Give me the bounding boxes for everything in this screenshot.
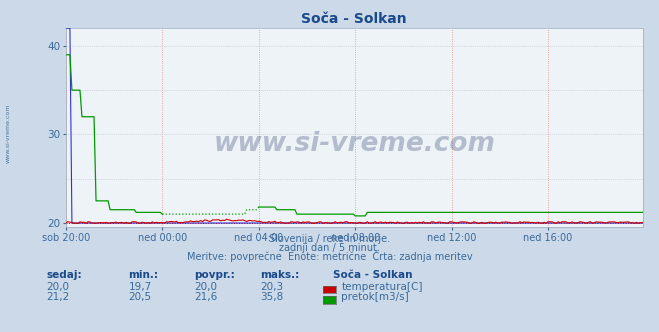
Text: zadnji dan / 5 minut.: zadnji dan / 5 minut. bbox=[279, 243, 380, 253]
Text: 21,6: 21,6 bbox=[194, 292, 217, 302]
Title: Soča - Solkan: Soča - Solkan bbox=[301, 12, 407, 26]
Text: 20,3: 20,3 bbox=[260, 282, 283, 291]
Text: 20,5: 20,5 bbox=[129, 292, 152, 302]
Text: www.si-vreme.com: www.si-vreme.com bbox=[5, 103, 11, 163]
Text: maks.:: maks.: bbox=[260, 270, 300, 280]
Text: 20,0: 20,0 bbox=[46, 282, 69, 291]
Text: Soča - Solkan: Soča - Solkan bbox=[333, 270, 413, 280]
Text: min.:: min.: bbox=[129, 270, 159, 280]
Text: 35,8: 35,8 bbox=[260, 292, 283, 302]
Text: Slovenija / reke in morje.: Slovenija / reke in morje. bbox=[269, 234, 390, 244]
Text: pretok[m3/s]: pretok[m3/s] bbox=[341, 292, 409, 302]
Text: 19,7: 19,7 bbox=[129, 282, 152, 291]
Text: sedaj:: sedaj: bbox=[46, 270, 82, 280]
Text: www.si-vreme.com: www.si-vreme.com bbox=[214, 131, 495, 157]
Text: povpr.:: povpr.: bbox=[194, 270, 235, 280]
Text: temperatura[C]: temperatura[C] bbox=[341, 282, 423, 291]
Text: Meritve: povprečne  Enote: metrične  Črta: zadnja meritev: Meritve: povprečne Enote: metrične Črta:… bbox=[186, 250, 473, 262]
Text: 21,2: 21,2 bbox=[46, 292, 69, 302]
Text: 20,0: 20,0 bbox=[194, 282, 217, 291]
